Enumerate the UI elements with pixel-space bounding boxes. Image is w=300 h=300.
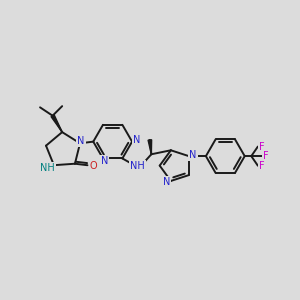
Text: N: N [133, 135, 140, 145]
Text: NH: NH [130, 161, 145, 171]
Text: N: N [77, 136, 85, 146]
Text: N: N [101, 156, 108, 167]
Text: N: N [189, 150, 197, 160]
Polygon shape [148, 140, 152, 154]
Polygon shape [51, 115, 62, 132]
Text: F: F [263, 151, 269, 161]
Text: F: F [259, 161, 264, 171]
Text: F: F [259, 142, 264, 152]
Text: O: O [90, 161, 97, 171]
Text: N: N [163, 177, 170, 188]
Text: NH: NH [40, 163, 55, 172]
